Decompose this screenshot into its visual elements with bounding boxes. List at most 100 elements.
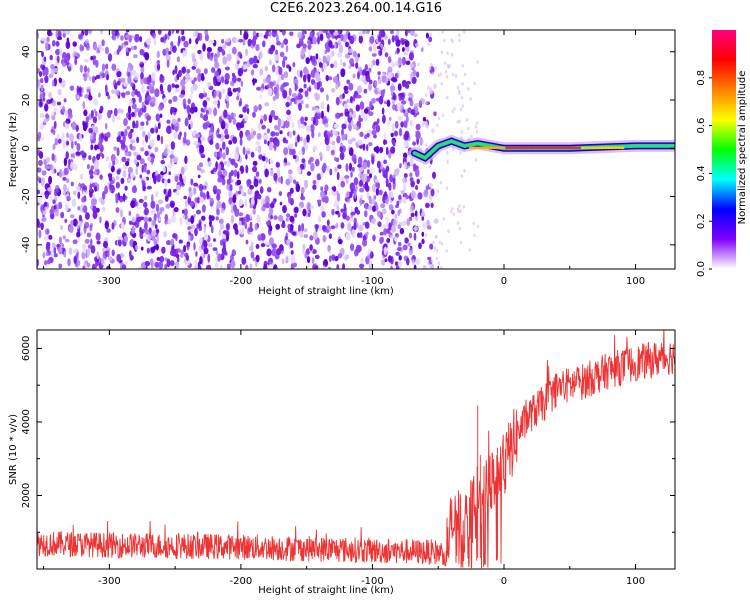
noise-speck bbox=[377, 71, 381, 76]
noise-speck bbox=[72, 239, 78, 245]
noise-speck bbox=[340, 112, 344, 117]
noise-speck bbox=[240, 121, 245, 129]
noise-speck bbox=[121, 264, 127, 269]
noise-speck bbox=[240, 80, 244, 87]
noise-speck bbox=[269, 137, 274, 143]
noise-speck bbox=[140, 262, 146, 269]
noise-speck bbox=[146, 247, 150, 254]
noise-speck bbox=[185, 73, 190, 79]
noise-speck bbox=[384, 34, 388, 40]
noise-speck bbox=[148, 74, 152, 83]
noise-speck bbox=[51, 153, 55, 162]
noise-speck bbox=[99, 47, 105, 52]
noise-speck bbox=[277, 177, 282, 183]
noise-speck bbox=[344, 197, 350, 202]
noise-speck bbox=[186, 69, 191, 74]
noise-speck bbox=[279, 201, 283, 206]
noise-speck bbox=[46, 259, 51, 265]
noise-speck bbox=[337, 30, 343, 35]
noise-speck bbox=[315, 158, 320, 167]
noise-speck bbox=[252, 130, 256, 136]
noise-speck bbox=[402, 220, 407, 227]
noise-speck bbox=[222, 141, 226, 150]
noise-speck bbox=[168, 30, 172, 36]
noise-speck bbox=[375, 204, 379, 212]
noise-speck bbox=[197, 49, 202, 55]
noise-speck bbox=[110, 154, 116, 163]
noise-speck bbox=[52, 40, 56, 47]
noise-speck bbox=[332, 191, 337, 196]
noise-speck bbox=[90, 245, 96, 254]
noise-speck bbox=[297, 31, 303, 39]
noise-speck bbox=[228, 117, 232, 124]
noise-speck bbox=[117, 108, 122, 114]
noise-speck bbox=[99, 105, 104, 112]
noise-speck bbox=[402, 177, 406, 184]
noise-speck bbox=[94, 144, 98, 151]
noise-speck bbox=[243, 31, 249, 40]
noise-speck bbox=[159, 83, 163, 92]
noise-speck bbox=[114, 30, 119, 36]
noise-speck bbox=[82, 120, 85, 126]
noise-speck bbox=[216, 201, 222, 209]
noise-speck bbox=[141, 101, 145, 109]
noise-speck bbox=[267, 186, 272, 193]
noise-speck bbox=[294, 141, 298, 147]
noise-speck bbox=[147, 156, 153, 162]
noise-speck bbox=[62, 177, 67, 181]
noise-speck bbox=[365, 175, 371, 183]
noise-speck bbox=[307, 74, 311, 83]
noise-speck bbox=[130, 128, 134, 133]
noise-speck bbox=[219, 116, 222, 124]
noise-speck bbox=[198, 162, 204, 168]
noise-speck bbox=[187, 98, 191, 105]
noise-speck bbox=[142, 184, 146, 192]
noise-speck bbox=[115, 89, 120, 96]
noise-speck bbox=[399, 208, 402, 214]
noise-speck bbox=[180, 79, 185, 87]
noise-speck bbox=[61, 131, 65, 139]
noise-speck bbox=[378, 79, 382, 84]
noise-speck bbox=[269, 237, 274, 246]
noise-speck bbox=[164, 144, 169, 149]
noise-speck bbox=[107, 53, 113, 62]
noise-speck bbox=[255, 244, 260, 249]
noise-speck bbox=[66, 178, 70, 184]
noise-speck bbox=[230, 178, 235, 184]
noise-speck bbox=[326, 104, 330, 113]
noise-speck bbox=[164, 264, 168, 269]
noise-speck bbox=[300, 99, 304, 105]
noise-speck bbox=[406, 30, 411, 34]
noise-speck bbox=[180, 48, 184, 54]
noise-speck bbox=[166, 258, 171, 268]
noise-speck bbox=[427, 85, 430, 91]
noise-speck bbox=[326, 32, 331, 39]
noise-speck bbox=[129, 143, 133, 150]
noise-speck bbox=[400, 190, 406, 194]
noise-speck bbox=[131, 112, 135, 117]
noise-speck bbox=[422, 117, 426, 122]
noise-speck bbox=[277, 73, 282, 83]
noise-speck bbox=[104, 185, 108, 195]
noise-speck bbox=[189, 106, 195, 114]
noise-speck bbox=[402, 196, 407, 204]
noise-speck bbox=[70, 214, 75, 219]
noise-speck bbox=[131, 90, 136, 97]
noise-speck bbox=[348, 147, 354, 156]
noise-speck bbox=[141, 164, 144, 173]
noise-speck bbox=[363, 173, 367, 183]
noise-speck bbox=[233, 223, 238, 231]
noise-speck bbox=[362, 235, 367, 241]
noise-speck bbox=[281, 258, 285, 265]
noise-speck bbox=[326, 219, 330, 226]
noise-speck bbox=[391, 99, 395, 105]
noise-speck bbox=[245, 165, 249, 174]
noise-speck bbox=[115, 207, 120, 213]
noise-speck bbox=[430, 188, 435, 197]
noise-speck bbox=[190, 120, 193, 129]
noise-speck bbox=[166, 218, 172, 225]
noise-speck bbox=[76, 231, 81, 238]
noise-speck bbox=[156, 60, 161, 64]
noise-speck bbox=[102, 191, 106, 200]
noise-speck bbox=[385, 146, 389, 155]
